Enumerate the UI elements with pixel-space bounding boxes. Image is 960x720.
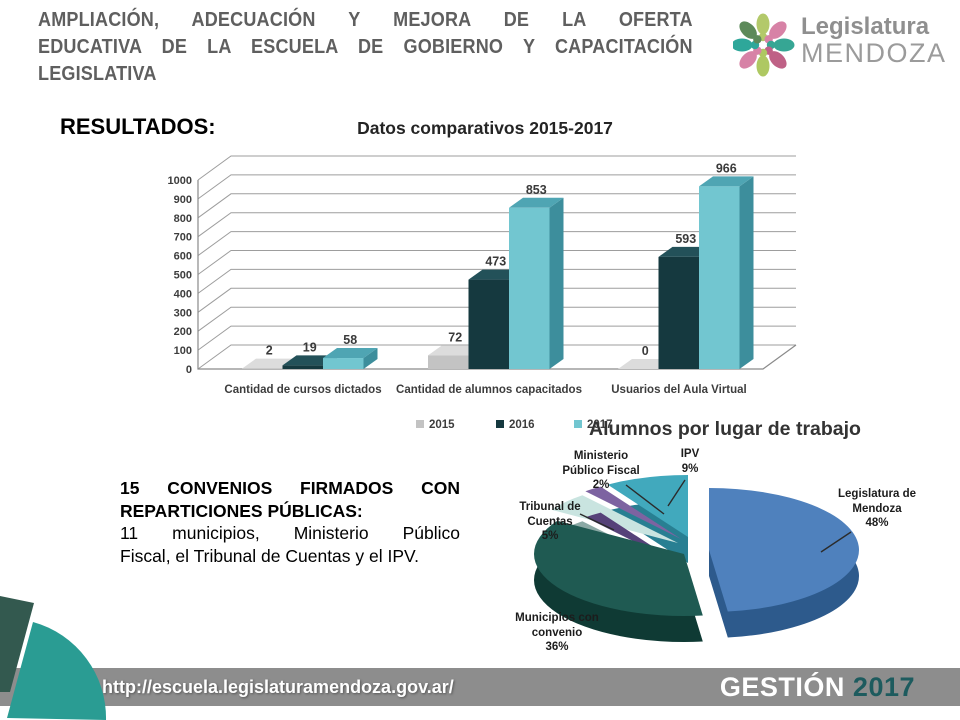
svg-text:58: 58	[343, 333, 357, 347]
svg-text:473: 473	[485, 255, 506, 269]
svg-text:0: 0	[642, 344, 649, 358]
svg-text:1000: 1000	[168, 175, 192, 187]
svg-text:300: 300	[174, 307, 192, 319]
bar-chart: 0 100 200 300 400 500 600 700 800 900 1000 Cantidad…	[168, 155, 797, 431]
pie-chart	[534, 475, 859, 642]
svg-text:19: 19	[303, 340, 317, 354]
svg-text:600: 600	[174, 251, 192, 263]
svg-text:593: 593	[675, 232, 696, 246]
svg-text:2016: 2016	[509, 419, 535, 431]
legislatura-mendoza-logo: Legislatura MENDOZA	[731, 8, 948, 80]
slide-title-line1: AMPLIACIÓN, ADECUACIÓN Y MEJORA DE LA OF…	[38, 8, 693, 31]
decor-corner-shapes	[0, 596, 107, 720]
convenios-text: 15 CONVENIOS FIRMADOS CON REPARTICIONES …	[120, 477, 460, 567]
svg-text:966: 966	[716, 161, 737, 175]
pie-label: IPV 9%	[680, 448, 700, 475]
gestion-2017-label: GESTIÓN 2017	[720, 668, 915, 706]
slide-title-line2: EDUCATIVA DE LA ESCUELA DE GOBIERNO Y CA…	[38, 35, 693, 58]
pie-label: Tribunal de Cuentas 5%	[519, 501, 581, 542]
section-heading: RESULTADOS:	[60, 114, 216, 139]
footer-bar	[0, 668, 960, 706]
gestion-word: GESTIÓN	[719, 672, 845, 702]
pie-label: Legislatura de Mendoza 48%	[838, 488, 916, 529]
svg-text:Cantidad de alumnos capacitado: Cantidad de alumnos capacitados	[396, 384, 582, 396]
svg-text:2017: 2017	[587, 419, 613, 431]
svg-text:700: 700	[174, 232, 192, 244]
svg-text:800: 800	[174, 213, 192, 225]
pie-label: Ministerio Público Fiscal 2%	[562, 450, 640, 491]
convenios-line4: Fiscal, el Tribunal de Cuentas y el IPV.	[120, 545, 419, 566]
svg-text:Usuarios del Aula Virtual: Usuarios del Aula Virtual	[611, 384, 746, 396]
svg-text:100: 100	[174, 345, 192, 357]
pie-label: Municipios con convenio 36%	[515, 612, 599, 653]
people-flower-icon	[731, 13, 795, 77]
pie-chart-title: Alumnos por lugar de trabajo	[589, 418, 861, 440]
svg-text:2015: 2015	[429, 419, 455, 431]
convenios-line3: 11 municipios, Ministerio Público	[120, 523, 460, 543]
convenios-line2: REPARTICIONES PÚBLICAS:	[120, 500, 363, 521]
gestion-year: 2017	[852, 672, 915, 702]
svg-text:0: 0	[186, 364, 192, 376]
svg-text:400: 400	[174, 288, 192, 300]
bar-chart-title: Datos comparativos 2015-2017	[357, 118, 613, 138]
svg-text:500: 500	[174, 270, 192, 282]
slide-title: AMPLIACIÓN, ADECUACIÓN Y MEJORA DE LA OF…	[38, 6, 693, 87]
svg-text:2: 2	[266, 344, 273, 358]
svg-text:72: 72	[448, 330, 462, 344]
svg-text:900: 900	[174, 194, 192, 206]
convenios-line1: 15 CONVENIOS FIRMADOS CON	[120, 478, 460, 498]
svg-text:200: 200	[174, 326, 192, 338]
svg-text:853: 853	[526, 183, 547, 197]
logo-region: MENDOZA	[801, 38, 947, 68]
logo-name: Legislatura	[801, 13, 930, 40]
footer-url-link[interactable]: http://escuela.legislaturamendoza.gov.ar…	[102, 677, 454, 697]
svg-text:Cantidad de cursos dictados: Cantidad de cursos dictados	[224, 384, 381, 396]
slide-title-line3: LEGISLATIVA	[38, 62, 157, 85]
